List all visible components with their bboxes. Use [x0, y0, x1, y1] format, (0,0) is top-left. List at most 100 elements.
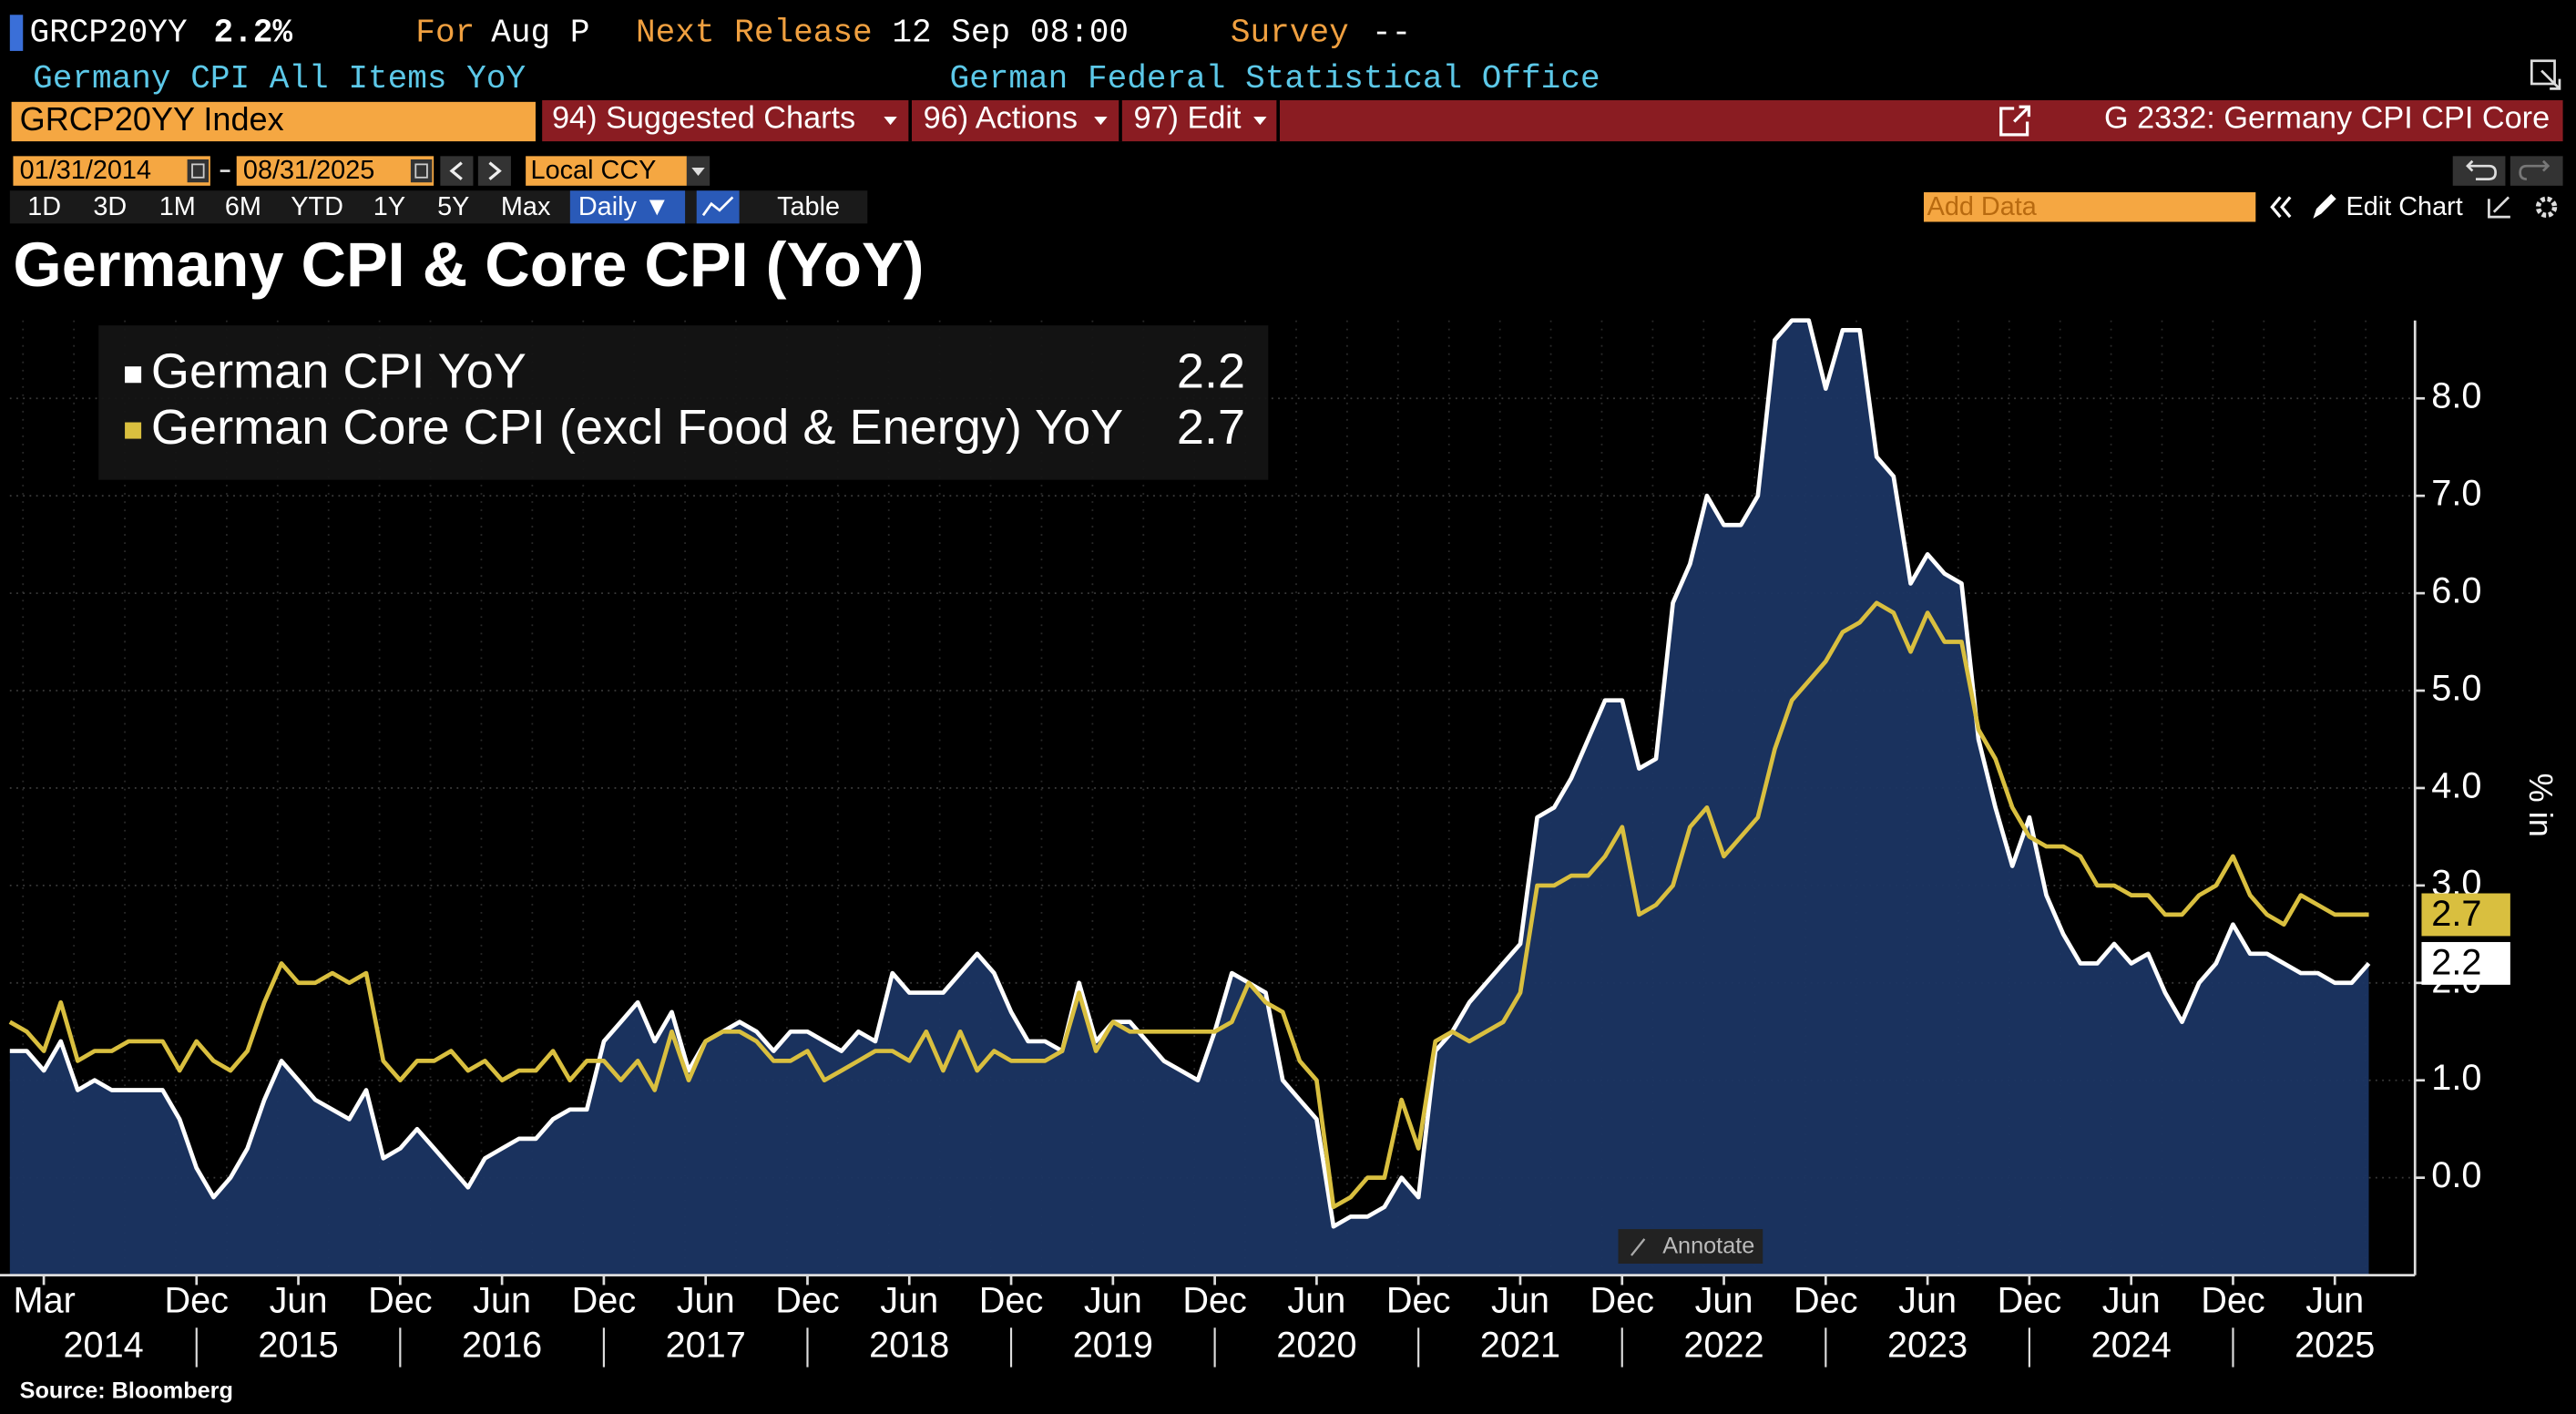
dropdown-arrow [1094, 117, 1108, 126]
add-data: Add Data [1927, 192, 2038, 221]
description: Germany CPI All Items YoY [33, 60, 526, 97]
period: Aug P [491, 15, 589, 52]
calendar-icon[interactable] [410, 159, 433, 183]
y-tick-label: 0.0 [2431, 1155, 2481, 1195]
last-value-label: 2.7 [2431, 894, 2481, 934]
chart-settings-icon[interactable] [2488, 196, 2510, 219]
next-button[interactable] [477, 156, 511, 186]
x-tick-label: Dec [1182, 1281, 1247, 1321]
survey-label: Survey [1231, 15, 1349, 52]
start-date: 01/31/2014 [20, 156, 151, 185]
x-tick-label: Jun [1491, 1281, 1549, 1321]
calendar-glyph [414, 163, 428, 179]
undo-glyph [2466, 159, 2497, 180]
year-label: 2024 [2091, 1325, 2172, 1365]
edit-chart-button[interactable]: Edit Chart [2346, 192, 2463, 221]
year-label: 2015 [258, 1325, 338, 1365]
x-tick-label: Jun [880, 1281, 938, 1321]
x-tick-label: Jun [2305, 1281, 2364, 1321]
next-release: 12 Sep 08:00 [892, 15, 1129, 52]
legend-value: 2.7 [1177, 400, 1245, 455]
range-buttons: 1D 3D 1M 6M YTD 1Y 5Y Max [27, 192, 551, 221]
y-tick-label: 5.0 [2431, 669, 2481, 709]
last-value-label: 2.2 [2431, 943, 2481, 983]
last-price: 2.2% [213, 15, 292, 52]
undo-button[interactable] [2452, 156, 2506, 186]
calendar-glyph [191, 163, 205, 179]
related-chart[interactable]: G 2332: Germany CPI CPI Core [2104, 101, 2550, 136]
currency-input[interactable] [526, 156, 687, 186]
x-tick-label: Dec [1386, 1281, 1451, 1321]
end-date-input[interactable] [236, 156, 434, 186]
security-input[interactable] [11, 101, 536, 142]
area [9, 320, 2369, 1276]
start-date-input[interactable] [13, 156, 210, 186]
x-tick-label: Jun [1084, 1281, 1142, 1321]
pencil-icon [2313, 193, 2336, 219]
y-tick-label: 1.0 [2431, 1058, 2481, 1098]
x-tick-label: Dec [2201, 1281, 2265, 1321]
launch-icon [1999, 105, 2031, 137]
x-tick-label: Jun [1695, 1281, 1753, 1321]
frequency: Daily ▼ [578, 192, 670, 221]
year-label: 2019 [1073, 1325, 1153, 1365]
table-button[interactable]: Table [777, 192, 840, 221]
legend-label: German Core CPI (excl Food & Energy) YoY [151, 400, 1123, 455]
range-button[interactable]: YTD [291, 192, 343, 221]
chart-title: Germany CPI & Core CPI (YoY) [13, 230, 924, 300]
y-tick-label: 6.0 [2431, 571, 2481, 611]
year-label: 2016 [462, 1325, 542, 1365]
cursor [9, 15, 24, 51]
year-label: 2018 [869, 1325, 949, 1365]
x-tick-label: Jun [2102, 1281, 2161, 1321]
annotate-glyph [1630, 1238, 1646, 1256]
security: GRCP20YY Index [20, 100, 284, 138]
dropdown-arrow [1253, 117, 1267, 126]
x-tick-label: Dec [572, 1281, 637, 1321]
dropdown-arrow [884, 117, 897, 126]
menu-item[interactable]: 96) Actions [924, 101, 1078, 136]
add-data-input[interactable] [1923, 192, 2256, 222]
year-label: 2023 [1887, 1325, 1968, 1365]
chart-type-button[interactable] [696, 190, 740, 224]
annotate-label: Annotate [1662, 1234, 1754, 1259]
range-button[interactable]: 5Y [437, 192, 469, 221]
x-tick-label: Jun [1898, 1281, 1957, 1321]
source-agency: German Federal Statistical Office [949, 60, 1600, 97]
x-tick-label: Mar [14, 1281, 76, 1321]
range-button[interactable]: 6M [225, 192, 261, 221]
menu-item[interactable]: 97) Edit [1133, 101, 1242, 136]
annotate-button[interactable] [1618, 1229, 1763, 1264]
gear-icon[interactable] [2535, 196, 2558, 218]
year-label: 2025 [2295, 1325, 2375, 1365]
last-value-tag [2421, 941, 2510, 985]
ticker: GRCP20YY [29, 15, 187, 52]
menu-item[interactable]: 94) Suggested Charts [552, 101, 855, 136]
year-label: 2014 [64, 1325, 144, 1365]
survey: -- [1372, 15, 1411, 52]
for-label: For [415, 15, 475, 52]
menu-bar [542, 100, 2563, 142]
x-tick-label: Dec [775, 1281, 840, 1321]
range-button[interactable]: 1M [159, 192, 196, 221]
prev-button[interactable] [440, 156, 474, 186]
redo-button[interactable] [2510, 156, 2563, 186]
currency: Local CCY [531, 156, 657, 185]
range-button[interactable]: Max [501, 192, 551, 221]
source-note: Source: Bloomberg [20, 1378, 233, 1403]
range-button[interactable]: 1Y [373, 192, 405, 221]
popout-icon[interactable] [2530, 59, 2561, 90]
dropdown-arrow [691, 167, 705, 176]
frequency-button[interactable] [569, 190, 686, 224]
legend-swatch [125, 366, 142, 384]
range-button[interactable]: 3D [93, 192, 127, 221]
collapse-button[interactable] [2270, 196, 2292, 219]
x-tick-label: Dec [979, 1281, 1044, 1321]
next-glyph [488, 161, 502, 180]
year-label: 2020 [1276, 1325, 1356, 1365]
range-button[interactable]: 1D [27, 192, 61, 221]
legend-swatch [125, 422, 142, 439]
calendar-icon[interactable] [187, 159, 210, 183]
